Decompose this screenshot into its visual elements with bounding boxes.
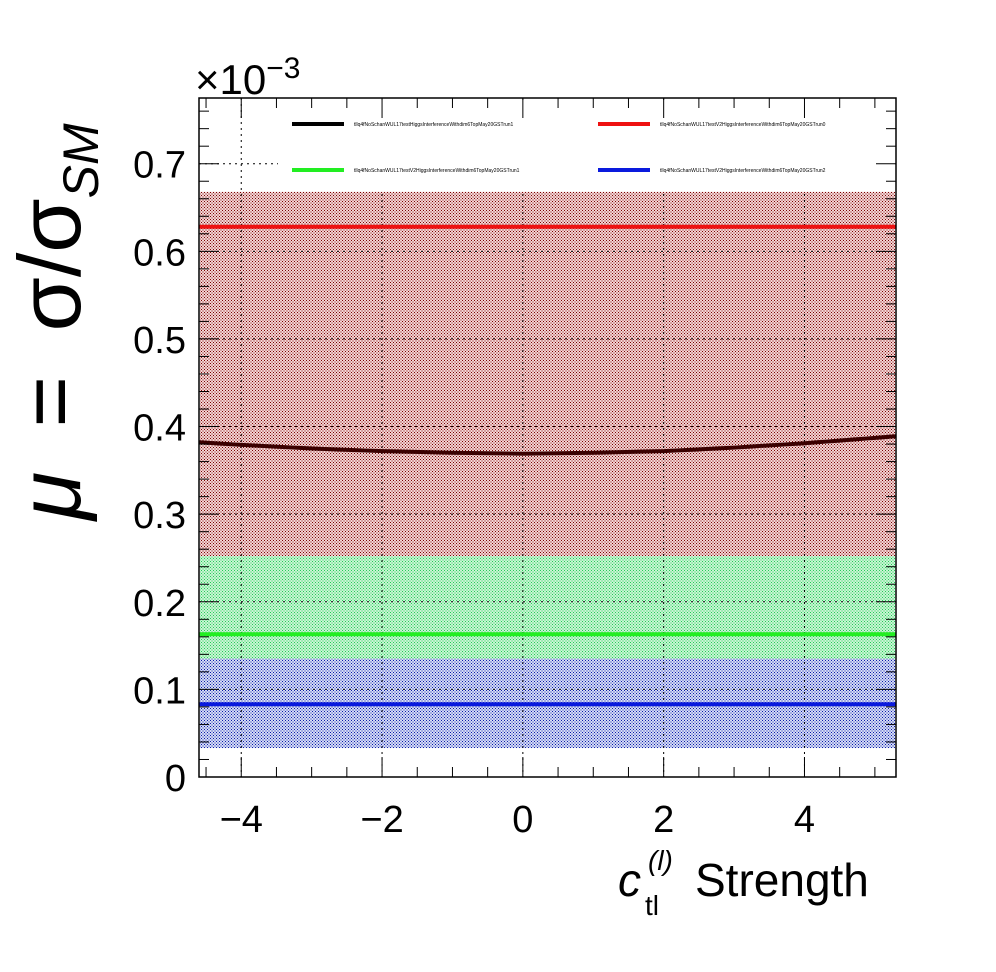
y-tick-label-3: 0.3 xyxy=(133,495,186,537)
y-axis-equals: = xyxy=(0,376,99,427)
svg-text:c: c xyxy=(618,854,641,906)
axis-ticks: −4 −2 0 2 4 0 0.1 0.2 0.3 0.4 0.5 0.6 0.7 xyxy=(133,98,896,841)
y-tick-label-0: 0 xyxy=(165,758,186,800)
svg-text:μ = σ/σSM: μ = σ/σSM xyxy=(0,123,109,522)
y-tick-label-5: 0.5 xyxy=(133,320,186,362)
y-tick-label-6: 0.6 xyxy=(133,232,186,274)
legend-label-0: tllq4fNoSchanWUL17testHiggsInterferenceW… xyxy=(354,122,514,128)
y-axis-sigma-sm: σ xyxy=(0,198,99,252)
series-line-0 xyxy=(198,434,897,456)
data-series xyxy=(198,224,897,707)
y-axis-mu: μ xyxy=(0,472,99,522)
legend-box xyxy=(278,100,895,190)
y-tick-label-1: 0.1 xyxy=(133,670,186,712)
x-tick-label-4: 4 xyxy=(794,799,815,841)
error-band-1 xyxy=(200,556,895,670)
legend-label-1: tllq4fNoSchanWUL17testV2HiggsInterferenc… xyxy=(660,122,826,128)
y-axis-sigma: σ xyxy=(0,277,99,331)
legend-label-2: tllq4fNoSchanWUL17testV2HiggsInterferenc… xyxy=(354,168,520,174)
y-tick-label-2: 0.2 xyxy=(133,583,186,625)
x-axis-title: c (l) tl Strength xyxy=(618,845,869,921)
y-axis-subscript: SM xyxy=(53,123,109,198)
legend-label-3: tllq4fNoSchanWUL17testV2HiggsInterferenc… xyxy=(660,168,826,174)
y-axis-title: μ = σ/σSM xyxy=(0,123,109,522)
x-tick-label-1: −2 xyxy=(360,799,403,841)
y-axis-slash: / xyxy=(0,252,99,277)
legend: tllq4fNoSchanWUL17testHiggsInterferenceW… xyxy=(292,122,826,174)
x-axis-superscript: (l) xyxy=(648,845,673,876)
x-tick-label-3: 2 xyxy=(653,799,674,841)
grid xyxy=(199,98,896,778)
plot-frame xyxy=(198,97,897,778)
y-tick-label-4: 0.4 xyxy=(133,408,186,450)
x-axis-label: Strength xyxy=(695,854,869,906)
x-axis-symbol: c xyxy=(618,854,641,906)
x-axis-subscript: tl xyxy=(645,890,659,921)
x-tick-label-2: 0 xyxy=(512,799,533,841)
y-exponent-power: −3 xyxy=(266,52,300,85)
error-band-0 xyxy=(200,191,895,557)
y-tick-label-7: 0.7 xyxy=(133,145,186,187)
x-tick-label-0: −4 xyxy=(220,799,263,841)
y-exponent-label: ×10−3 xyxy=(195,52,300,103)
error-bands xyxy=(200,191,895,749)
